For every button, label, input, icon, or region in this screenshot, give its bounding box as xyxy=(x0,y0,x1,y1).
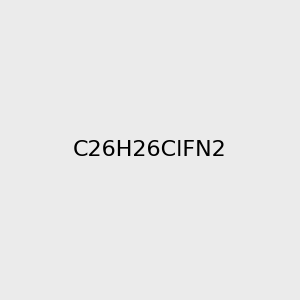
Text: C26H26ClFN2: C26H26ClFN2 xyxy=(73,140,227,160)
